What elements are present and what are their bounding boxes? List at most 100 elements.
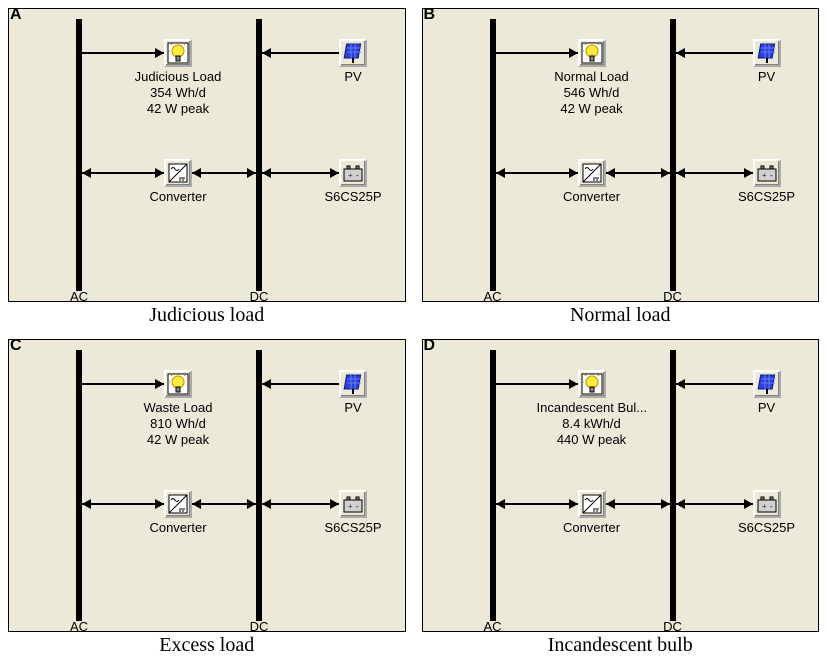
- pv-label: PV: [747, 69, 787, 85]
- arrowhead-left-icon: [262, 379, 271, 389]
- arrowhead-right-icon: [330, 499, 339, 509]
- connector-line: [496, 383, 578, 385]
- load-label: Judicious Load 354 Wh/d 42 W peak: [123, 69, 233, 117]
- converter-label: Converter: [138, 189, 218, 205]
- connector-line: [676, 503, 753, 505]
- dc-bus-label: DC: [250, 619, 269, 632]
- svg-text:-: -: [356, 171, 359, 180]
- svg-text:-: -: [770, 171, 773, 180]
- connector-line: [262, 52, 339, 54]
- arrowhead-right-icon: [247, 168, 256, 178]
- svg-text:+: +: [762, 171, 767, 180]
- svg-text:-: -: [356, 502, 359, 511]
- connector-line: [262, 503, 339, 505]
- panel-caption: Judicious load: [8, 302, 406, 327]
- diagram-canvas: AC DC Normal Load 546 Wh/d 42 W peak PV Conv…: [422, 8, 820, 302]
- ac-bus: [76, 350, 82, 622]
- arrowhead-left-icon: [606, 168, 615, 178]
- panel-caption: Incandescent bulb: [422, 632, 820, 657]
- dc-bus: [256, 19, 262, 291]
- load-peak: 440 W peak: [557, 432, 626, 447]
- ac-bus: [490, 350, 496, 622]
- diagram-canvas: ACDCJudicious Load 354 Wh/d 42 W peakPVC…: [8, 8, 406, 302]
- load-energy: 546 Wh/d: [564, 85, 620, 100]
- diagram-canvas: ACDCIncandescent Bul... 8.4 kWh/d 440 W …: [422, 339, 820, 633]
- connector-line: [496, 503, 578, 505]
- arrowhead-right-icon: [569, 499, 578, 509]
- arrowhead-left-icon: [676, 499, 685, 509]
- arrowhead-left-icon: [676, 379, 685, 389]
- converter-icon: [164, 159, 192, 187]
- ac-bus-label: AC: [483, 619, 501, 632]
- battery-label: S6CS25P: [313, 189, 393, 205]
- load-name: Waste Load: [144, 400, 213, 415]
- pv-icon: [753, 39, 781, 67]
- arrowhead-left-icon: [262, 499, 271, 509]
- arrowhead-right-icon: [744, 168, 753, 178]
- arrowhead-right-icon: [155, 499, 164, 509]
- battery-label: S6CS25P: [727, 520, 807, 536]
- dc-bus: [670, 19, 676, 291]
- panel-a: AACDCJudicious Load 354 Wh/d 42 W peakPV…: [0, 0, 414, 331]
- pv-icon: [339, 370, 367, 398]
- load-peak: 42 W peak: [560, 101, 622, 116]
- connector-line: [262, 383, 339, 385]
- load-energy: 810 Wh/d: [150, 416, 206, 431]
- arrowhead-left-icon: [262, 48, 271, 58]
- panel-letter: B: [424, 6, 436, 24]
- panel-letter: D: [424, 337, 436, 355]
- load-peak: 42 W peak: [147, 101, 209, 116]
- arrowhead-left-icon: [676, 168, 685, 178]
- load-energy: 354 Wh/d: [150, 85, 206, 100]
- converter-label: Converter: [552, 189, 632, 205]
- pv-icon: [753, 370, 781, 398]
- panel-c: CACDCWaste Load 810 Wh/d 42 W peakPVConv…: [0, 331, 414, 661]
- arrowhead-right-icon: [155, 379, 164, 389]
- arrowhead-left-icon: [82, 168, 91, 178]
- load-icon: [164, 370, 192, 398]
- dc-bus-label: DC: [250, 289, 269, 302]
- dc-bus-label: DC: [663, 289, 682, 302]
- ac-bus-label: AC: [70, 289, 88, 302]
- load-peak: 42 W peak: [147, 432, 209, 447]
- arrowhead-left-icon: [82, 499, 91, 509]
- arrowhead-left-icon: [496, 499, 505, 509]
- svg-text:-: -: [770, 502, 773, 511]
- panel-caption: Normal load: [422, 302, 820, 327]
- arrowhead-right-icon: [661, 499, 670, 509]
- converter-icon: [164, 490, 192, 518]
- converter-label: Converter: [552, 520, 632, 536]
- connector-line: [676, 172, 753, 174]
- panel-b: B AC DC Normal Load 546 Wh/d 42 W peak PV Con…: [414, 0, 827, 331]
- load-name: Judicious Load: [135, 69, 222, 84]
- ac-bus-label: AC: [483, 289, 501, 302]
- load-label: Waste Load 810 Wh/d 42 W peak: [123, 400, 233, 448]
- converter-icon: [578, 159, 606, 187]
- battery-icon: +-: [753, 490, 781, 518]
- connector-line: [82, 172, 164, 174]
- arrowhead-right-icon: [155, 168, 164, 178]
- connector-line: [676, 383, 753, 385]
- pv-icon: [339, 39, 367, 67]
- pv-label: PV: [747, 400, 787, 416]
- battery-icon: +-: [753, 159, 781, 187]
- dc-bus-label: DC: [663, 619, 682, 632]
- panel-letter: A: [10, 6, 22, 24]
- panel-letter: C: [10, 337, 22, 355]
- panel-d: DACDCIncandescent Bul... 8.4 kWh/d 440 W…: [414, 331, 827, 661]
- arrowhead-right-icon: [569, 379, 578, 389]
- arrowhead-right-icon: [155, 48, 164, 58]
- svg-text:+: +: [762, 502, 767, 511]
- arrowhead-left-icon: [496, 168, 505, 178]
- load-label: Normal Load 546 Wh/d 42 W peak: [537, 69, 647, 117]
- ac-bus: [490, 19, 496, 291]
- connector-line: [82, 52, 164, 54]
- arrowhead-right-icon: [569, 168, 578, 178]
- connector-line: [82, 383, 164, 385]
- diagram-canvas: ACDCWaste Load 810 Wh/d 42 W peakPVConve…: [8, 339, 406, 633]
- ac-bus: [76, 19, 82, 291]
- dc-bus: [256, 350, 262, 622]
- battery-icon: +-: [339, 490, 367, 518]
- arrowhead-left-icon: [192, 499, 201, 509]
- arrowhead-left-icon: [676, 48, 685, 58]
